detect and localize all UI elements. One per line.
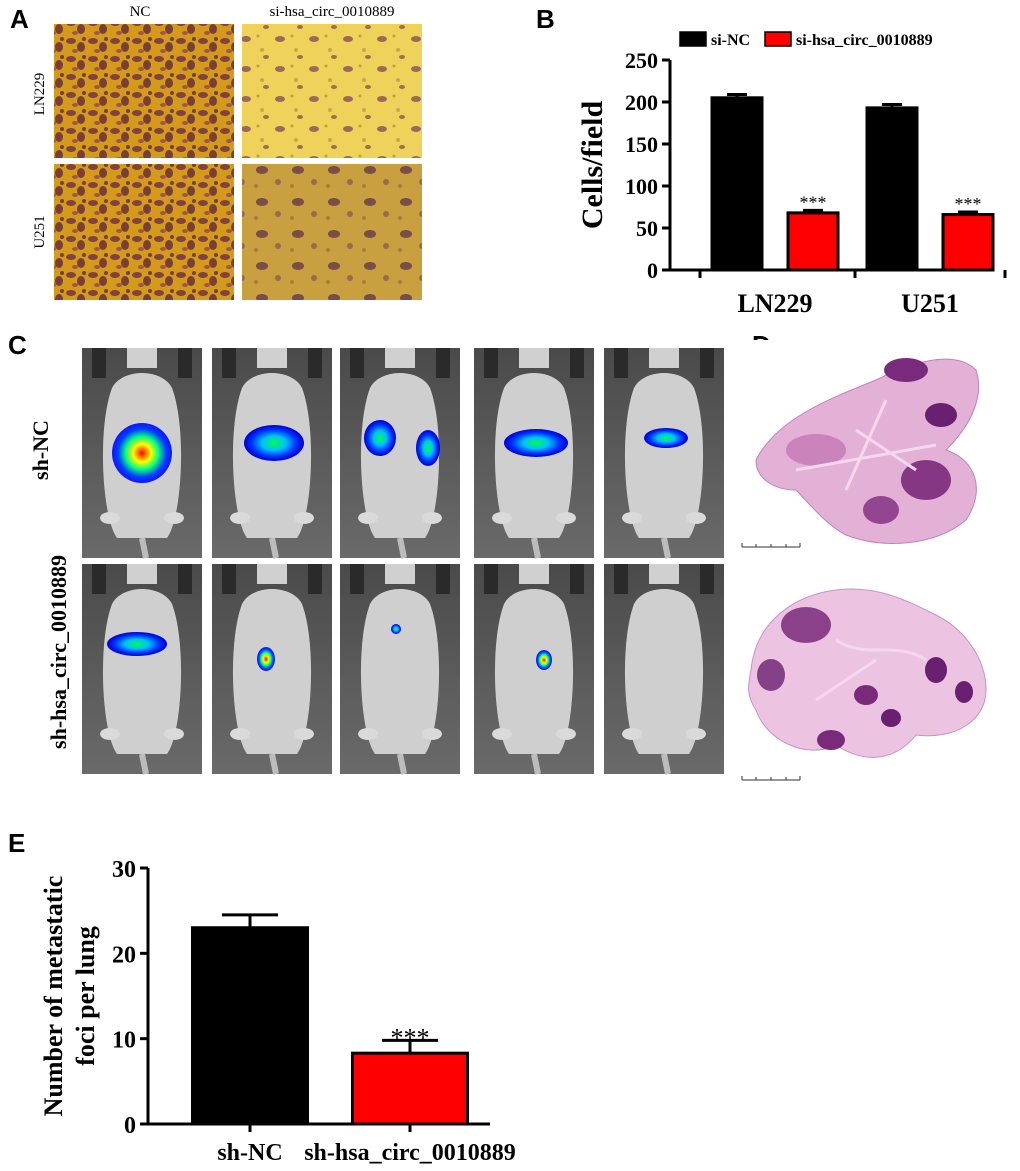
e-y-tick-label: 30 xyxy=(112,857,136,883)
chart-b: 0 50 100 150 200 250 Cells/field *** LN229 *** U25… xyxy=(576,31,1007,318)
bioluminescence-signal xyxy=(112,423,172,483)
b-bar xyxy=(786,211,840,272)
e-y-tick-label: 10 xyxy=(112,1028,136,1054)
panel-letter-a: A xyxy=(10,4,29,34)
b-legend-swatch xyxy=(764,31,792,47)
e-bar xyxy=(351,1051,469,1126)
b-bar xyxy=(941,213,995,272)
e-bar xyxy=(191,926,309,1126)
panel-a: NC si-hsa_circ_0010889 LN229 U251 xyxy=(32,4,422,300)
b-y-tick-label: 100 xyxy=(625,174,658,199)
bioluminescence-signal xyxy=(536,650,552,670)
b-legend: si-NC si-hsa_circ_0010889 xyxy=(679,31,933,49)
b-sig-label: *** xyxy=(955,194,982,214)
mouse-body xyxy=(494,589,574,754)
lung-section-shcirc xyxy=(748,588,987,758)
e-x-tick-label: sh-NC xyxy=(217,1140,282,1166)
panel-letter-e: E xyxy=(8,828,26,858)
micrograph-u251-nc xyxy=(54,164,234,300)
b-y-tick-label: 150 xyxy=(625,132,658,157)
bioluminescence-signal xyxy=(504,429,568,457)
bioluminescence-signal xyxy=(257,647,275,671)
micrograph-ln229-nc xyxy=(54,24,234,158)
panel-a-row-label-u251: U251 xyxy=(32,215,48,248)
b-legend-label: si-hsa_circ_0010889 xyxy=(796,32,933,49)
panel-a-col-label-nc: NC xyxy=(130,4,151,20)
mouse-body xyxy=(624,589,704,754)
mouse-body xyxy=(624,373,704,538)
b-legend-label: si-NC xyxy=(711,32,750,49)
panel-letter-b: B xyxy=(536,4,555,34)
b-y-tick-label: 0 xyxy=(647,258,658,283)
panel-d xyxy=(736,340,990,786)
panel-c: sh-NC sh-hsa_circ_0010889 xyxy=(28,348,724,775)
b-bar xyxy=(710,96,764,272)
bioluminescence-signal xyxy=(244,425,304,461)
panel-c-row-label-shnc: sh-NC xyxy=(28,420,53,480)
e-sig-label: *** xyxy=(391,1023,430,1052)
b-x-tick-label: U251 xyxy=(901,289,959,318)
e-y-label: foci per lung xyxy=(71,926,100,1066)
mouse-image xyxy=(82,564,202,775)
bioluminescence-signal xyxy=(391,624,401,634)
e-y-label: Number of metastatic xyxy=(39,876,68,1117)
chart-e: 0 10 20 30 Number of metastatic foci per lung… xyxy=(39,857,516,1166)
bioluminescence-signal xyxy=(107,632,167,656)
mouse-image xyxy=(604,348,724,559)
b-y-tick-label: 50 xyxy=(636,216,658,241)
micrograph-u251-si xyxy=(242,164,422,300)
micrograph-ln229-si xyxy=(242,24,422,158)
mouse-image xyxy=(340,564,460,775)
panel-c-row-label-shcirc: sh-hsa_circ_0010889 xyxy=(46,555,71,749)
e-x-tick-label: sh-hsa_circ_0010889 xyxy=(304,1140,516,1166)
scale-bar-shcirc xyxy=(741,776,801,781)
b-y-tick-label: 250 xyxy=(625,48,658,73)
mouse-body xyxy=(360,373,440,538)
mouse-body xyxy=(102,589,182,754)
mouse-body xyxy=(360,589,440,754)
b-y-tick-label: 200 xyxy=(625,90,658,115)
b-legend-swatch xyxy=(679,31,707,47)
bioluminescence-signal xyxy=(644,428,688,448)
mouse-body xyxy=(232,589,312,754)
mouse-image xyxy=(474,564,594,775)
panel-a-col-label-si: si-hsa_circ_0010889 xyxy=(270,4,395,20)
mouse-image xyxy=(212,564,332,775)
e-y-tick-label: 0 xyxy=(124,1113,136,1139)
mouse-image xyxy=(474,348,594,559)
bioluminescence-signal xyxy=(416,430,440,466)
lung-section-shnc xyxy=(755,358,980,544)
panel-letter-c: C xyxy=(8,330,27,360)
b-x-tick-label: LN229 xyxy=(737,289,812,318)
bioluminescence-signal xyxy=(364,420,396,456)
b-y-label: Cells/field xyxy=(576,101,609,230)
b-bar xyxy=(865,106,919,272)
mouse-image xyxy=(340,348,460,559)
mouse-image xyxy=(604,564,724,775)
scale-bar-shnc xyxy=(741,543,801,548)
mouse-image xyxy=(82,348,202,559)
panel-a-row-label-ln229: LN229 xyxy=(32,73,48,116)
mouse-image xyxy=(212,348,332,559)
b-sig-label: *** xyxy=(800,192,827,212)
e-y-tick-label: 20 xyxy=(112,942,136,968)
